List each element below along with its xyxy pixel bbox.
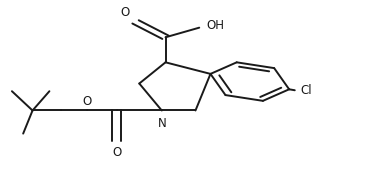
- Text: O: O: [121, 6, 130, 19]
- Text: O: O: [82, 95, 91, 108]
- Text: N: N: [158, 117, 166, 130]
- Text: OH: OH: [206, 19, 224, 32]
- Text: Cl: Cl: [300, 84, 312, 97]
- Text: O: O: [112, 146, 121, 158]
